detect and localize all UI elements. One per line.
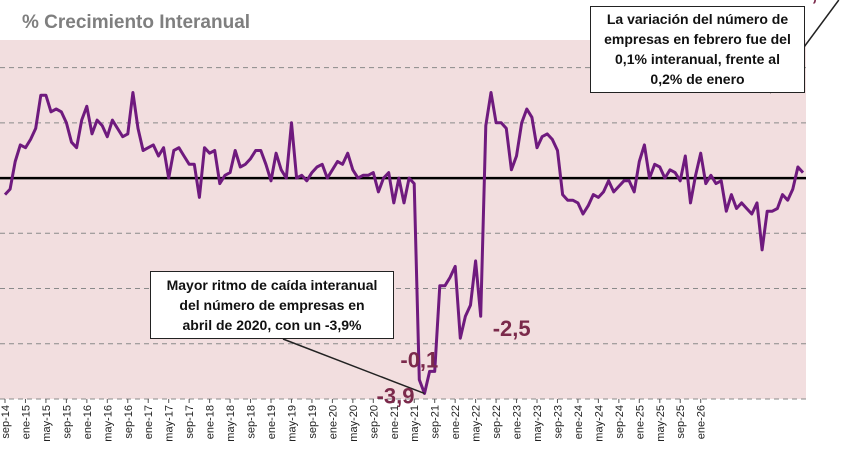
x-tick-label: ene-18 xyxy=(205,405,217,439)
x-tick-label: ene-16 xyxy=(82,405,94,439)
x-tick-label: may-23 xyxy=(532,405,544,442)
x-tick-label: sep-18 xyxy=(246,405,258,439)
x-tick-label: may-17 xyxy=(164,405,176,442)
annotation-line: empresas en febrero fue del xyxy=(604,31,791,47)
annotation-line: 0,2% de enero xyxy=(650,71,745,87)
data-label: -3,9 xyxy=(377,383,415,408)
annotation-line: Mayor ritmo de caída interanual xyxy=(166,277,378,293)
x-tick-label: may-19 xyxy=(287,405,299,442)
x-tick-label: ene-26 xyxy=(696,405,708,439)
series-line xyxy=(3,91,805,395)
plot-background xyxy=(0,40,806,399)
x-tick-label: may-22 xyxy=(471,405,483,442)
x-tick-label: sep-17 xyxy=(184,405,196,439)
x-tick-label: ene-22 xyxy=(450,405,462,439)
data-label: 0,1 xyxy=(845,0,850,5)
x-tick-label: may-25 xyxy=(655,405,667,442)
data-labels: -0,1 -3,9 -2,5 0,2 0,1 xyxy=(377,0,850,408)
x-tick-label: ene-19 xyxy=(266,405,278,439)
annotation-line: del número de empresas en xyxy=(179,297,365,313)
x-tick-label: sep-22 xyxy=(491,405,503,439)
x-tick-label: ene-24 xyxy=(573,405,585,439)
x-tick-label: sep-15 xyxy=(61,405,73,439)
x-tick-label: ene-20 xyxy=(327,405,339,439)
x-tick-label: sep-19 xyxy=(307,405,319,439)
annotation-line: 0,1% interanual, frente al xyxy=(615,51,780,67)
x-tick-label: sep-21 xyxy=(430,405,442,439)
x-tick-label: may-24 xyxy=(593,405,605,442)
x-tick-label: sep-14 xyxy=(0,405,12,439)
data-label: 0,2 xyxy=(799,0,830,5)
x-tick-label: sep-20 xyxy=(368,405,380,439)
x-tick-label: ene-25 xyxy=(634,405,646,439)
connector-bottom-left xyxy=(282,338,425,395)
annotation-bottom-left: Mayor ritmo de caída interanual del núme… xyxy=(150,271,394,339)
x-tick-label: sep-24 xyxy=(614,405,626,439)
x-tick-label: ene-21 xyxy=(389,405,401,439)
x-tick-label: sep-16 xyxy=(123,405,135,439)
x-axis-ticks: sep-14 ene-15 may-15 sep-15 ene-16 may-16 sep-… xyxy=(0,399,708,442)
x-tick-label: ene-23 xyxy=(512,405,524,439)
annotation-line: La variación del número de xyxy=(606,11,789,27)
annotation-top-right: La variación del número de empresas en f… xyxy=(590,6,805,93)
x-tick-label: may-20 xyxy=(348,405,360,442)
x-tick-label: may-16 xyxy=(102,405,114,442)
x-tick-label: may-21 xyxy=(409,405,421,442)
data-label: -0,1 xyxy=(400,348,438,373)
chart-title: % Crecimiento Interanual xyxy=(22,12,250,33)
annotation-line: abril de 2020, con un -3,9% xyxy=(182,317,362,333)
x-tick-label: sep-23 xyxy=(553,405,565,439)
x-tick-label: may-18 xyxy=(225,405,237,442)
x-tick-label: ene-17 xyxy=(143,405,155,439)
x-tick-label: may-15 xyxy=(41,405,53,442)
data-label: -2,5 xyxy=(493,316,531,341)
x-tick-label: sep-25 xyxy=(675,405,687,439)
x-tick-label: ene-15 xyxy=(21,405,33,439)
